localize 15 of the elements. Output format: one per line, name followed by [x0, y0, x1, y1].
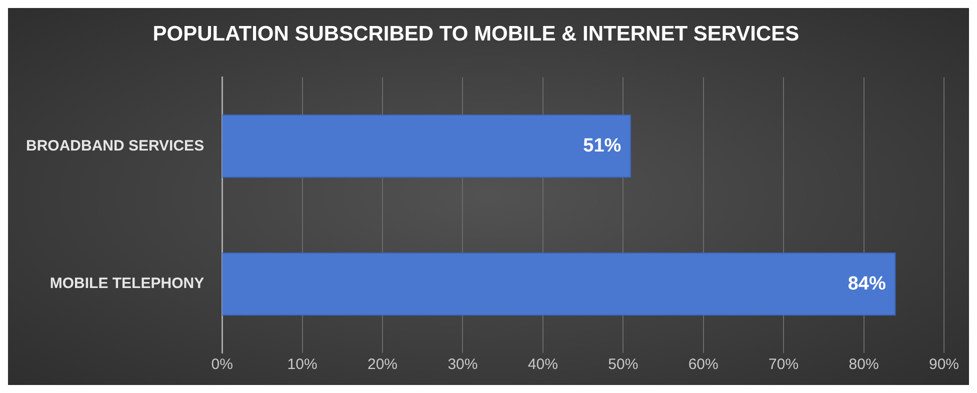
x-tick-label: 30%: [448, 356, 478, 374]
x-tick-label: 60%: [688, 356, 718, 374]
x-tick-label: 90%: [928, 356, 960, 374]
x-tick-label: 0%: [211, 356, 233, 374]
chart-title: POPULATION SUBSCRIBED TO MOBILE & INTERNET SERVICES: [152, 22, 800, 46]
data-label: 84%: [848, 273, 886, 294]
x-tick-label: 70%: [768, 356, 799, 374]
y-tick-label: MOBILE TELEPHONY: [50, 275, 204, 292]
data-label: 51%: [583, 135, 622, 156]
x-tick-label: 10%: [287, 356, 318, 374]
x-tick-label: 80%: [848, 356, 879, 374]
x-tick-label: 20%: [367, 356, 398, 374]
x-tick-label: 50%: [608, 356, 638, 374]
y-tick-label: BROADBAND SERVICES: [26, 137, 204, 154]
x-tick-label: 40%: [528, 356, 558, 374]
